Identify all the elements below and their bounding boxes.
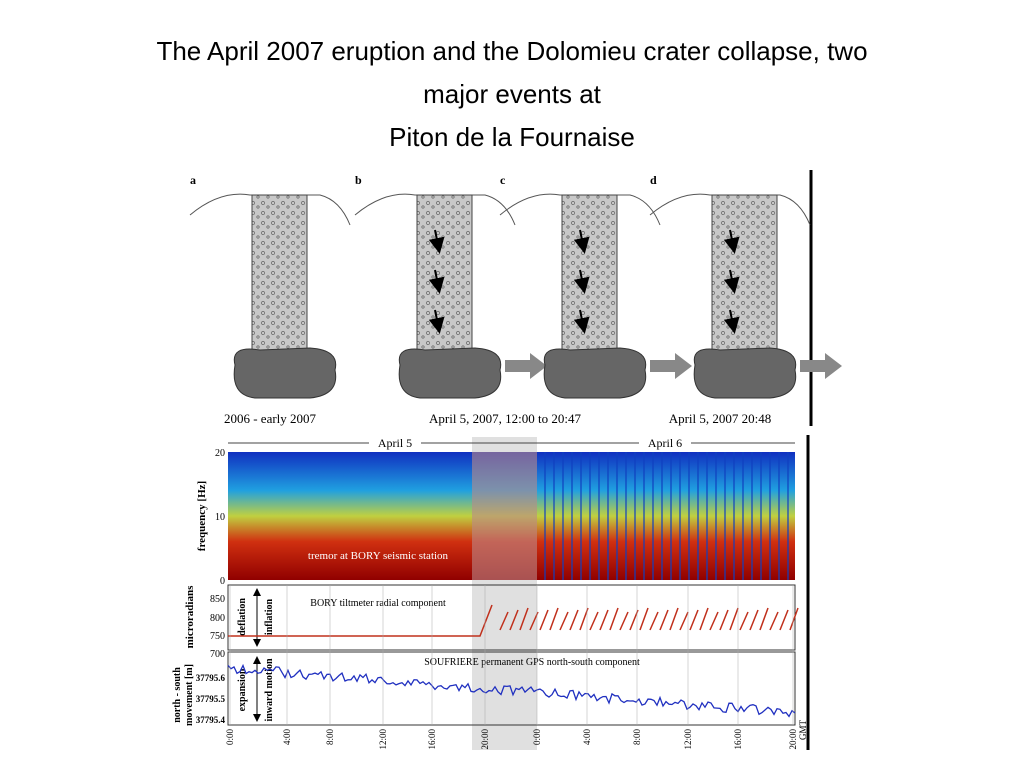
sketch: b (354, 173, 547, 399)
gps-trace (227, 663, 796, 718)
ground (354, 193, 516, 226)
y-label: north - south (172, 667, 183, 723)
flow-arrow (650, 353, 692, 379)
y-tick-label: 0 (220, 576, 225, 587)
label-bg (369, 436, 421, 450)
arrow (573, 269, 590, 294)
panel-label: a (190, 173, 196, 187)
ground (189, 193, 351, 226)
note: tremor at BORY seismic station (308, 550, 449, 562)
day-label: April 5 (378, 436, 412, 450)
ground (649, 193, 811, 226)
arrow (428, 229, 445, 254)
y-tick-label: 20 (215, 448, 225, 459)
day-label: April 6 (648, 436, 682, 450)
arrow (573, 229, 590, 254)
arrow (723, 309, 740, 334)
sketch: d (649, 173, 842, 399)
panel-label: d (650, 173, 657, 187)
ground (499, 193, 661, 226)
tilt-trace (228, 604, 799, 637)
flow-arrow (800, 353, 842, 379)
x-unit: GMT (798, 719, 808, 740)
conduit (251, 194, 308, 361)
x-tick-label: 12:00 (378, 729, 388, 750)
y-label: movement [m] (184, 664, 195, 726)
x-tick-label: 12:00 (683, 729, 693, 750)
title-line: Piton de la Fournaise (389, 122, 635, 152)
x-tick-label: 8:00 (325, 729, 335, 746)
conduit (416, 194, 473, 361)
y-label: microradians (184, 585, 196, 648)
magma-chamber (693, 347, 797, 399)
note: SOUFRIERE permanent GPS north-south comp… (424, 657, 640, 668)
magma-chamber (233, 347, 337, 399)
highlight-band (472, 452, 537, 580)
x-tick-label: 16:00 (427, 729, 437, 750)
y-tick-label: 700 (210, 649, 225, 660)
y-tick-label: 850 (210, 594, 225, 605)
arrow (723, 269, 740, 294)
x-tick-label: 4:00 (282, 729, 292, 746)
flow-arrow (505, 353, 547, 379)
arrow (428, 269, 445, 294)
arrow (428, 309, 445, 334)
sketch: c (499, 173, 692, 399)
x-tick-label: 8:00 (632, 729, 642, 746)
caption: 2006 - early 2007 (224, 411, 317, 426)
x-tick-label: 4:00 (582, 729, 592, 746)
x-tick-label: 16:00 (733, 729, 743, 750)
label-bg (639, 436, 691, 450)
y-tick-label: 10 (215, 512, 225, 523)
magma-chamber (543, 347, 647, 399)
panel-label: c (500, 173, 506, 187)
arrow-label: inward motion (264, 658, 275, 722)
gps-frame (227, 651, 796, 726)
x-tick-label: 0:00 (225, 729, 235, 746)
y-tick-label: 800 (210, 613, 225, 624)
panel-label: b (355, 173, 362, 187)
sketch: a (189, 173, 351, 399)
arrow-label: deflation (237, 598, 248, 636)
magma-chamber (398, 347, 502, 399)
y-tick-label: 750 (210, 631, 225, 642)
arrow-label: inflation (264, 599, 275, 636)
title-line: major events at (423, 79, 601, 109)
x-tick-label: 20:00 (480, 729, 490, 750)
caption: April 5, 2007 20:48 (669, 411, 772, 426)
arrow-label: expansion (237, 668, 248, 711)
arrow (573, 309, 590, 334)
x-tick-label: 0:00 (532, 729, 542, 746)
y-tick-label: 37795.4 (196, 715, 226, 725)
title-line: The April 2007 eruption and the Dolomieu… (156, 36, 868, 66)
conduit (711, 194, 778, 361)
y-label: frequency [Hz] (196, 481, 208, 551)
y-tick-label: 37795.5 (196, 694, 226, 704)
x-tick-label: 20:00 (788, 729, 798, 750)
y-tick-label: 37795.6 (196, 673, 226, 683)
arrow (723, 229, 740, 254)
note: BORY tiltmeter radial component (310, 598, 446, 609)
conduit (561, 194, 618, 361)
caption: April 5, 2007, 12:00 to 20:47 (429, 411, 582, 426)
